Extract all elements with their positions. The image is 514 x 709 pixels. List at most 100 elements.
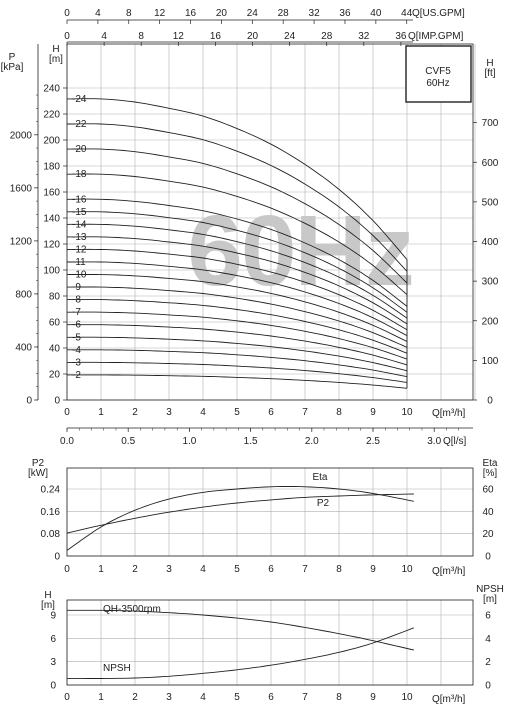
- qh-y-axis-label: H: [44, 590, 51, 601]
- npsh-x-tick-label: 3: [166, 692, 172, 703]
- usgpm-tick-label: 16: [185, 8, 197, 19]
- stage-label-18: -18: [72, 169, 87, 180]
- head-y-axis-label: H: [52, 44, 59, 55]
- npsh-y-axis-label-line1: [m]: [483, 594, 497, 605]
- kpa-tick-label: 800: [15, 289, 32, 300]
- impgpm-tick-label: 4: [101, 31, 107, 42]
- qh-y-tick-label: 9: [50, 611, 56, 622]
- ft-tick-label: 600: [482, 158, 499, 169]
- impgpm-tick-label: 28: [321, 31, 333, 42]
- kpa-tick-label: 2000: [10, 130, 33, 141]
- usgpm-tick-label: 28: [278, 8, 290, 19]
- ls-tick-label: 0.0: [60, 436, 74, 447]
- npsh-tick-label: 0: [485, 681, 491, 692]
- series-npsh-line: [67, 627, 414, 680]
- stage-label-5: -5: [72, 332, 81, 343]
- stage-curve-11: [67, 261, 408, 337]
- head-y-tick-label: 120: [43, 240, 60, 251]
- stage-label-7: -7: [72, 307, 81, 318]
- series-eta-line: [66, 486, 414, 551]
- stage-label-24: -24: [72, 94, 87, 105]
- ft-tick-label: 500: [482, 197, 499, 208]
- stage-label-9: -9: [72, 282, 81, 293]
- head-y-tick-label: 200: [43, 136, 60, 147]
- stage-curve-16: [67, 198, 408, 307]
- stage-curve-10: [66, 274, 408, 342]
- kpa-tick-label: 1200: [10, 236, 33, 247]
- stage-label-8: -8: [72, 295, 81, 306]
- eta-tick-label: 40: [482, 507, 494, 518]
- npsh-x-tick-label: 0: [64, 692, 70, 703]
- head-x-tick-label: 1: [98, 407, 104, 418]
- stage-curve-6: [67, 324, 408, 366]
- npsh-x-tick-label: 6: [268, 692, 274, 703]
- ls-tick-label: 2.0: [305, 436, 319, 447]
- power-y-axis-label-line1: [kW]: [28, 468, 48, 479]
- impgpm-tick-label: 8: [138, 31, 144, 42]
- stage-curve-9: [67, 286, 408, 348]
- power-y-tick-label: 0.08: [41, 529, 61, 540]
- head-y-tick-label: 160: [43, 188, 60, 199]
- npsh-series-label: NPSH: [103, 663, 131, 674]
- power-plot-frame: [66, 467, 474, 557]
- stage-label-20: -20: [72, 144, 87, 155]
- head-x-tick-label: 3: [166, 407, 172, 418]
- stage-curve-18: [67, 173, 408, 296]
- usgpm-tick-label: 12: [154, 8, 166, 19]
- usgpm-tick-label: 36: [339, 8, 351, 19]
- power-y-tick-label: 0.16: [41, 507, 61, 518]
- stage-curve-14: [66, 223, 408, 319]
- stage-label-22: -22: [72, 119, 87, 130]
- series-qh-3500rpm-line: [67, 609, 414, 651]
- power-x-tick-label: 4: [200, 564, 206, 575]
- npsh-x-tick-label: 9: [370, 692, 376, 703]
- stage-label-11: -11: [72, 257, 86, 268]
- stage-curve-12: [66, 248, 408, 331]
- kpa-axis-label: P: [9, 52, 16, 63]
- power-x-tick-label: 5: [234, 564, 240, 575]
- npsh-x-tick-label: 5: [234, 692, 240, 703]
- ft-tick-label: 700: [482, 118, 499, 129]
- qh-series-label: QH-3500rpm: [103, 604, 161, 615]
- power-x-tick-label: 8: [336, 564, 342, 575]
- head-y-tick-label: 0: [54, 396, 60, 407]
- stage-curve-5: [67, 336, 408, 372]
- stage-curve-20: [67, 148, 408, 284]
- ft-tick-label: 300: [482, 277, 499, 288]
- head-plot-frame: [66, 43, 474, 401]
- stage-label-12: -12: [72, 244, 87, 255]
- power-x-axis-label: Q[m³/h]: [432, 566, 466, 577]
- usgpm-tick-label: 40: [370, 8, 382, 19]
- ls-tick-label: 3.0: [427, 436, 441, 447]
- ft-tick-label: 400: [482, 237, 499, 248]
- head-y-tick-label: 140: [43, 214, 60, 225]
- impgpm-axis-label: Q[IMP.GPM]: [408, 31, 464, 42]
- stage-label-16: -16: [72, 194, 87, 205]
- head-y-tick-label: 60: [49, 318, 61, 329]
- eta-y-axis-label-line1: [%]: [483, 468, 498, 479]
- npsh-y-axis-label: NPSH: [476, 584, 504, 595]
- head-x-tick-label: 4: [200, 407, 206, 418]
- stage-curve-2: [67, 374, 408, 389]
- ft-axis-label-line1: [ft]: [484, 68, 495, 79]
- eta-series-label: Eta: [312, 472, 327, 483]
- eta-tick-label: 60: [482, 485, 494, 496]
- head-x-tick-label: 2: [132, 407, 138, 418]
- ft-tick-label: 0: [487, 396, 493, 407]
- stage-curve-3: [67, 361, 408, 383]
- npsh-x-tick-label: 7: [302, 692, 308, 703]
- qh-y-tick-label: 3: [50, 657, 56, 668]
- ls-tick-label: 1.0: [182, 436, 196, 447]
- ls-tick-label: 2.5: [366, 436, 380, 447]
- model-box: [405, 45, 472, 103]
- head-x-tick-label: 6: [268, 407, 274, 418]
- head-y-tick-label: 180: [43, 162, 60, 173]
- kpa-axis-label-line1: [kPa]: [1, 62, 24, 73]
- head-y-tick-label: 220: [43, 110, 60, 121]
- impgpm-tick-label: 32: [358, 31, 370, 42]
- stage-label-10: -10: [72, 270, 87, 281]
- head-x-tick-label: 10: [401, 407, 413, 418]
- npsh-plot-frame: [66, 599, 474, 686]
